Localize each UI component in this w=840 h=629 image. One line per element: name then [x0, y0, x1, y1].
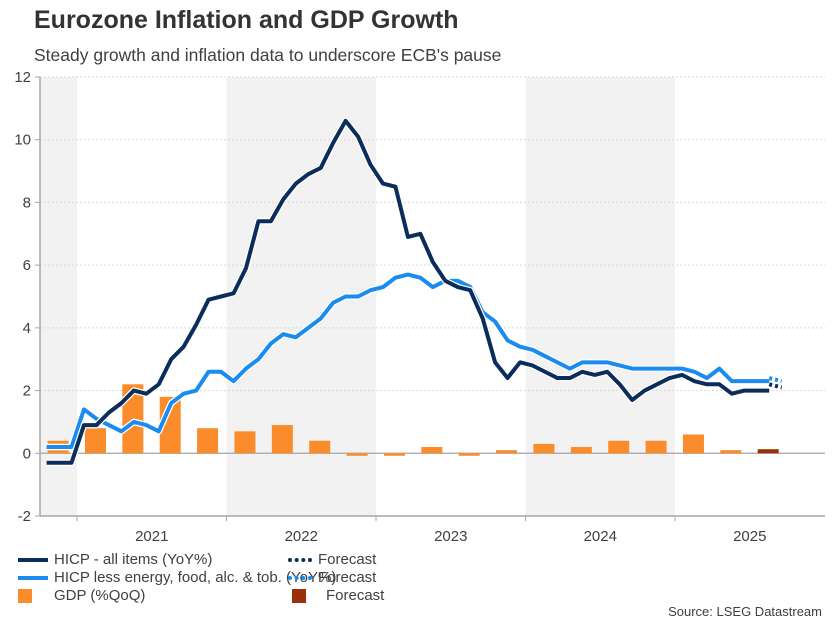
- x-tick-label: 2023: [434, 528, 467, 545]
- axes: -2 0 2 4 6 8 10 12 2021 2022 2023 2024 2025: [14, 69, 825, 545]
- legend-forecast-gdp: Forecast: [292, 587, 384, 604]
- gdp-bar: [570, 447, 592, 454]
- legend-label: GDP (%QoQ): [54, 587, 146, 604]
- legend-forecast-hicp-all: Forecast: [288, 551, 376, 568]
- gdp-bar: [720, 450, 742, 454]
- gdp-bar: [309, 440, 331, 454]
- legend-swatch-hicp-all: [18, 557, 48, 562]
- y-tick-label: 4: [23, 320, 31, 337]
- y-tick-label: -2: [18, 508, 31, 525]
- legend-forecast-hicp-core: Forecast: [288, 569, 376, 586]
- y-tick-label: 10: [14, 132, 31, 149]
- gdp-bar: [533, 443, 555, 454]
- forecast-line-hicp-core: [768, 376, 783, 384]
- legend-gdp: GDP (%QoQ): [18, 587, 145, 604]
- gdp-bar: [421, 447, 443, 454]
- gdp-bar: [234, 431, 256, 454]
- source-note: Source: LSEG Datastream: [668, 604, 822, 619]
- y-tick-label: 0: [23, 445, 31, 462]
- y-tick-label: 8: [23, 194, 31, 211]
- gdp-bar: [682, 434, 704, 454]
- gdp-bar: [197, 428, 219, 454]
- gdp-bars: [47, 384, 779, 456]
- x-tick-label: 2021: [135, 528, 168, 545]
- forecast-line-hicp-all: [768, 382, 783, 390]
- legend-label: Forecast: [318, 569, 377, 586]
- legend-label: HICP less energy, food, alc. & tob. (YoY…: [54, 569, 337, 586]
- y-tick-label: 12: [14, 69, 31, 86]
- series-line-hicp-all: [46, 118, 770, 465]
- gdp-bar: [645, 440, 667, 454]
- gdp-bar: [608, 440, 630, 454]
- chart-subtitle: Steady growth and inflation data to unde…: [34, 45, 502, 65]
- legend-swatch-gdp: [18, 588, 32, 603]
- legend-swatch-hicp-core: [18, 575, 48, 580]
- legend-hicp-core: HICP less energy, food, alc. & tob. (YoY…: [18, 569, 336, 586]
- chart-title: Eurozone Inflation and GDP Growth: [34, 6, 459, 34]
- gdp-forecast-bar: [757, 449, 779, 454]
- gdp-bar: [84, 428, 106, 454]
- y-tick-label: 2: [23, 383, 31, 400]
- gdp-bar: [496, 450, 518, 454]
- x-tick-label: 2022: [285, 528, 318, 545]
- legend-swatch-forecast-dotted: [288, 575, 312, 580]
- legend-hicp-all: HICP - all items (YoY%): [18, 551, 212, 568]
- legend-label: HICP - all items (YoY%): [54, 551, 213, 568]
- gdp-bar: [346, 453, 368, 456]
- x-tick-label: 2024: [584, 528, 617, 545]
- series-line-hicp-core: [46, 272, 770, 450]
- legend-label: Forecast: [326, 587, 385, 604]
- hicp-lines: [46, 117, 783, 466]
- gdp-bar: [458, 453, 480, 456]
- legend-swatch-forecast-gdp: [292, 588, 306, 603]
- legend-label: Forecast: [318, 551, 377, 568]
- x-tick-label: 2025: [733, 528, 766, 545]
- legend-swatch-forecast-dotted: [288, 557, 312, 562]
- y-tick-label: 6: [23, 257, 31, 274]
- gdp-bar: [383, 453, 405, 456]
- gdp-bar: [271, 425, 293, 454]
- gdp-bar: [122, 384, 144, 454]
